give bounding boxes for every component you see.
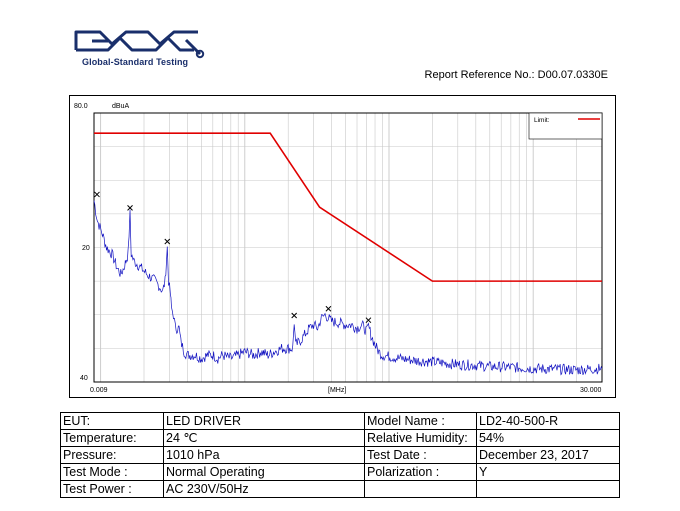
table-row: Test Mode : Normal Operating Polarizatio… [60, 463, 620, 481]
gst-logo-graphic [74, 30, 205, 59]
emission-chart: 80.0 dBuA 20 40 0.009 [MHz] 30.000 Limit… [74, 103, 603, 394]
legend-box [528, 112, 603, 140]
peak-marker [325, 305, 332, 312]
x-unit-label: [MHz] [328, 387, 346, 394]
table-row: Pressure: 1010 hPa Test Date : December … [60, 446, 620, 464]
eut-value: LED DRIVER [163, 412, 365, 430]
measurement-series-line [93, 200, 603, 376]
humidity-label: Relative Humidity: [364, 429, 477, 447]
test-date-value: December 23, 2017 [476, 446, 620, 464]
logo-text: Global-Standard Testing [82, 57, 189, 67]
table-row: Test Power : AC 230V/50Hz [60, 480, 620, 498]
empty-cell [476, 480, 620, 498]
test-power-label: Test Power : [60, 480, 164, 498]
emission-chart-frame: 80.0 dBuA 20 40 0.009 [MHz] 30.000 Limit… [69, 95, 616, 398]
temperature-label: Temperature: [60, 429, 164, 447]
x-right-label: 30.000 [580, 387, 602, 394]
test-mode-label: Test Mode : [60, 463, 164, 481]
table-row: EUT: LED DRIVER Model Name : LD2-40-500-… [60, 412, 620, 430]
y-unit-label: dBuA [112, 103, 129, 110]
test-date-label: Test Date : [364, 446, 477, 464]
peak-marker [94, 191, 100, 198]
peak-marker [164, 238, 171, 245]
temperature-value: 24 ℃ [163, 429, 365, 447]
eut-label: EUT: [60, 412, 164, 430]
pressure-label: Pressure: [60, 446, 164, 464]
limit-series-line [94, 132, 602, 282]
empty-cell [364, 480, 477, 498]
y-mid-label: 20 [82, 245, 90, 252]
legend-label: Limit: [534, 117, 550, 124]
test-power-value: AC 230V/50Hz [163, 480, 365, 498]
humidity-value: 54% [476, 429, 620, 447]
chart-grid [93, 113, 602, 382]
peak-marker [365, 317, 372, 324]
peak-marker [127, 205, 133, 211]
peak-marker [291, 312, 298, 319]
x-left-label: 0.009 [90, 387, 108, 394]
y-top-label: 80.0 [74, 103, 88, 110]
table-row: Temperature: 24 ℃ Relative Humidity: 54% [60, 429, 620, 447]
test-mode-value: Normal Operating [163, 463, 365, 481]
model-name-label: Model Name : [364, 412, 477, 430]
plot-area-border [93, 112, 603, 383]
test-info-table: EUT: LED DRIVER Model Name : LD2-40-500-… [60, 412, 620, 498]
model-name-value: LD2-40-500-R [476, 412, 620, 430]
pressure-value: 1010 hPa [163, 446, 365, 464]
y-bottom-label: 40 [80, 375, 88, 382]
report-reference: Report Reference No.: D00.07.0330E [424, 69, 608, 81]
polarization-value: Y [476, 463, 620, 481]
polarization-label: Polarization : [364, 463, 477, 481]
legend: Limit: [528, 112, 603, 140]
